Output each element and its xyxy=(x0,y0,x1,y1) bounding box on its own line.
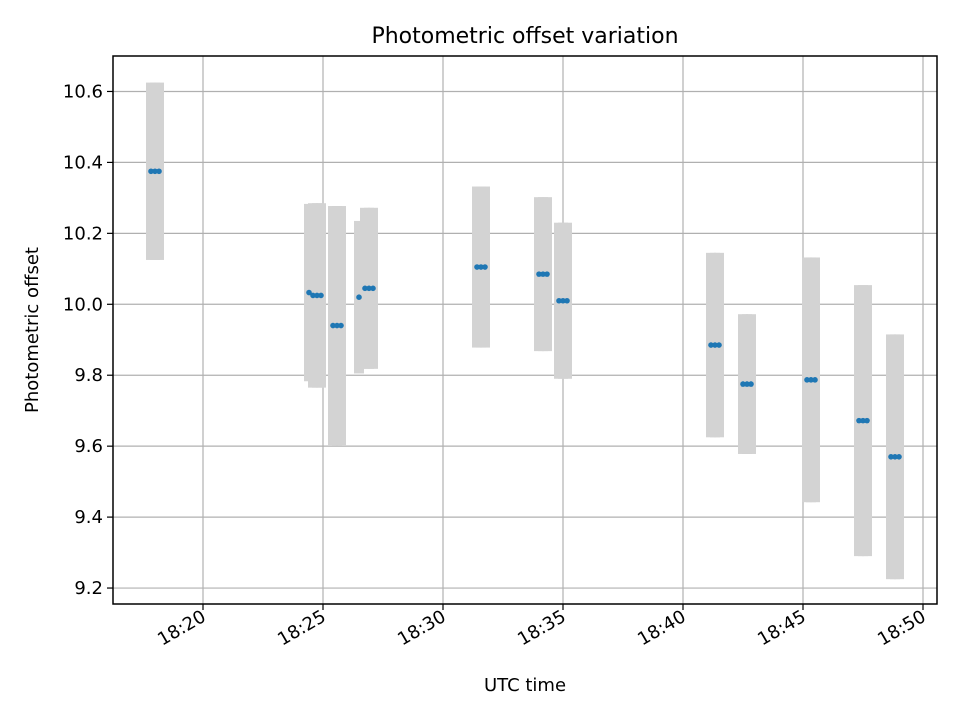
y-tick-label: 10.2 xyxy=(63,223,103,244)
y-tick-label: 9.6 xyxy=(74,436,103,457)
data-point xyxy=(748,381,754,387)
x-axis-label: UTC time xyxy=(484,675,566,696)
x-tick-label: 18:20 xyxy=(154,606,209,650)
data-points xyxy=(148,168,902,460)
y-tick-label: 10.6 xyxy=(63,81,103,102)
data-point xyxy=(856,417,862,424)
data-point xyxy=(314,292,320,299)
y-tick-label: 9.2 xyxy=(74,578,103,599)
data-point xyxy=(536,271,542,277)
data-point xyxy=(564,297,570,304)
x-tick-label: 18:30 xyxy=(394,606,449,650)
data-point xyxy=(152,168,158,175)
y-axis-label: Photometric offset xyxy=(22,247,43,413)
data-point xyxy=(478,264,484,270)
data-point xyxy=(808,377,814,383)
data-point xyxy=(556,297,562,304)
y-tick-label: 10.4 xyxy=(63,152,103,173)
x-tick-label: 18:50 xyxy=(874,606,929,650)
data-point xyxy=(366,285,372,292)
data-point xyxy=(148,168,154,175)
data-point xyxy=(356,294,362,300)
chart-title: Photometric offset variation xyxy=(371,24,678,49)
data-point xyxy=(804,377,810,383)
data-point xyxy=(716,342,722,348)
x-axis-ticks: 18:20 18:25 18:30 18:35 18:40 18:45 18:50 xyxy=(154,604,930,650)
x-tick-label: 18:45 xyxy=(754,606,809,650)
error-bars xyxy=(146,82,904,580)
data-point xyxy=(318,292,324,299)
data-point xyxy=(860,417,866,424)
data-point xyxy=(370,285,376,292)
data-point xyxy=(560,297,566,304)
data-point xyxy=(888,454,894,460)
data-point xyxy=(334,322,340,329)
y-tick-label: 9.8 xyxy=(74,365,103,386)
data-point xyxy=(896,454,902,460)
y-tick-label: 9.4 xyxy=(74,507,103,528)
data-point xyxy=(156,168,162,175)
x-tick-label: 18:25 xyxy=(274,606,329,650)
data-point xyxy=(544,271,550,277)
data-point xyxy=(744,381,750,387)
data-point xyxy=(474,264,480,270)
data-point xyxy=(740,381,746,387)
data-point xyxy=(338,322,344,329)
data-point xyxy=(540,271,546,277)
data-point xyxy=(362,285,368,292)
data-point xyxy=(892,454,898,460)
data-point xyxy=(864,417,870,424)
data-point xyxy=(812,377,818,383)
data-point xyxy=(330,322,336,329)
x-tick-label: 18:40 xyxy=(634,606,689,650)
x-tick-label: 18:35 xyxy=(514,606,569,650)
data-point xyxy=(708,342,714,348)
data-point xyxy=(306,289,312,296)
data-point xyxy=(482,264,488,270)
plot-area-frame xyxy=(112,55,938,605)
data-point xyxy=(712,342,718,348)
data-point xyxy=(310,292,316,299)
y-tick-label: 10.0 xyxy=(63,294,103,315)
y-axis-ticks: 9.2 9.4 9.6 9.8 10.0 10.2 10.4 10.6 xyxy=(63,81,113,599)
